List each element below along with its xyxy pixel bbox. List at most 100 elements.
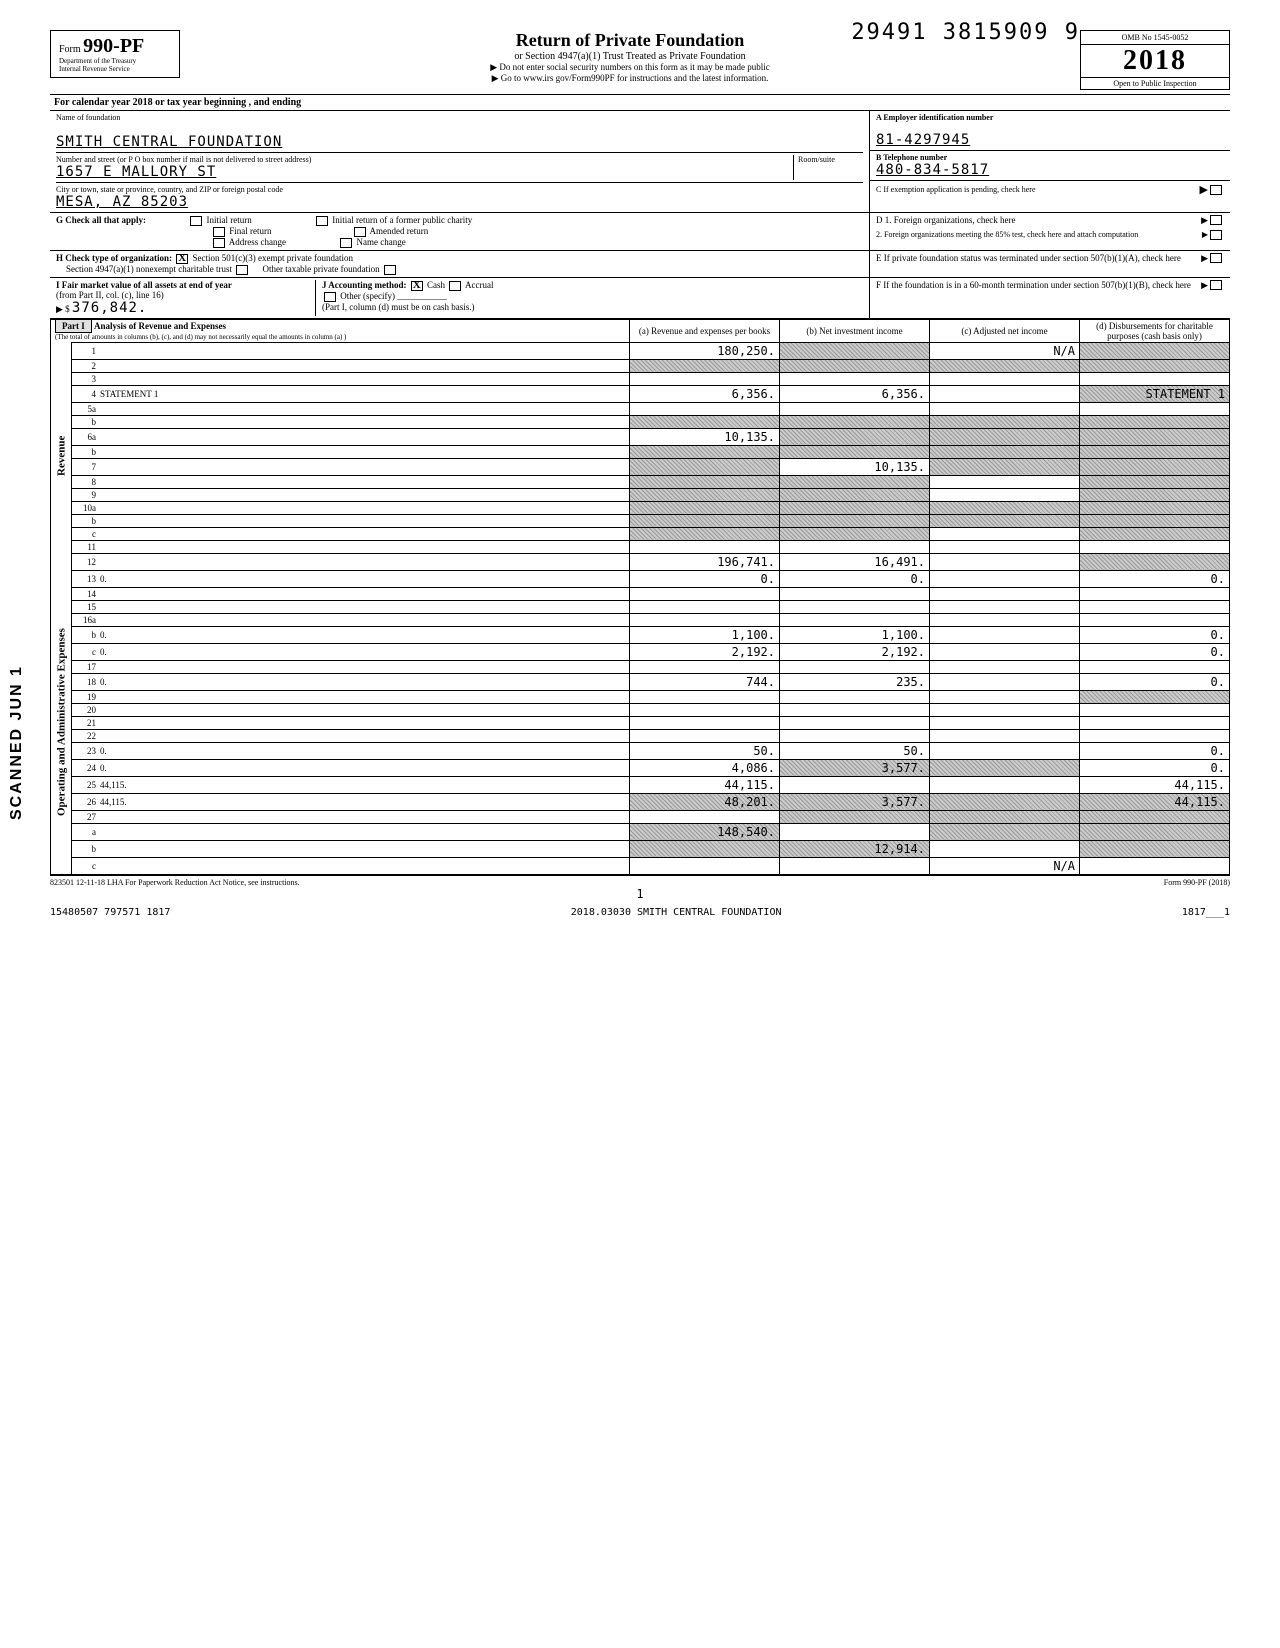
dept-line-2: Internal Revenue Service [59,66,171,74]
cell-b [780,716,930,729]
line-description: 2544,115. [72,776,630,793]
cell-b [780,660,930,673]
cell-a [630,372,780,385]
cell-d [1080,613,1230,626]
cell-c [930,514,1080,527]
i-sub: (from Part II, col. (c), line 16) [56,290,164,300]
d2-label: 2. Foreign organizations meeting the 85%… [876,230,1202,240]
cell-c [930,716,1080,729]
cell-a [630,540,780,553]
phone-value: 480-834-5817 [876,162,1224,178]
cell-c [930,527,1080,540]
cell-a: 50. [630,742,780,759]
cell-b: 10,135. [780,458,930,475]
exemption-pending-label: C If exemption application is pending, c… [876,185,1200,194]
cell-a [630,840,780,857]
table-row: 2544,115.44,115.44,115. [51,776,1230,793]
cell-c [930,759,1080,776]
line-description: 180. [72,673,630,690]
footer-right: 1817___1 [1182,907,1230,918]
g-opt-2: Address change [229,237,286,247]
f-label: F If the foundation is in a 60-month ter… [876,280,1201,316]
line-description: 8 [72,475,630,488]
line-description: a [72,823,630,840]
cell-a [630,501,780,514]
j-cash-checkbox[interactable] [411,281,423,291]
cell-a: 44,115. [630,776,780,793]
cell-b [780,342,930,359]
j-other-checkbox[interactable] [324,292,336,302]
col-a-header: (a) Revenue and expenses per books [630,319,780,342]
g-initial-return-checkbox[interactable] [190,216,202,226]
page-number: 1 [50,887,1230,901]
footer-left: 15480507 797571 1817 [50,907,170,918]
h-4947-checkbox[interactable] [236,265,248,275]
line-description: 1 [72,342,630,359]
cell-b: 2,192. [780,643,930,660]
table-row: 11 [51,540,1230,553]
cell-c [930,703,1080,716]
g-amended-checkbox[interactable] [354,227,366,237]
cell-a: 148,540. [630,823,780,840]
line-description: 230. [72,742,630,759]
table-row: 230.50.50.0. [51,742,1230,759]
cell-d [1080,428,1230,445]
cell-b [780,810,930,823]
cell-d [1080,857,1230,874]
calendar-year-line: For calendar year 2018 or tax year begin… [50,94,1230,111]
lha-notice: 823501 12-11-18 LHA For Paperwork Reduct… [50,878,300,887]
exemption-checkbox[interactable] [1210,185,1222,195]
cell-a [630,488,780,501]
table-row: 19 [51,690,1230,703]
cell-a [630,716,780,729]
cell-b: 50. [780,742,930,759]
g-final-return-checkbox[interactable] [213,227,225,237]
cell-a [630,690,780,703]
table-row: 14 [51,587,1230,600]
f-checkbox[interactable] [1210,280,1222,290]
subtitle: or Section 4947(a)(1) Trust Treated as P… [190,51,1070,62]
h-501c3-checkbox[interactable] [176,254,188,264]
h-opt2: Section 4947(a)(1) nonexempt charitable … [66,264,232,274]
e-checkbox[interactable] [1210,253,1222,263]
d1-checkbox[interactable] [1210,215,1222,225]
cell-c [930,359,1080,372]
table-row: 22 [51,729,1230,742]
tax-year: 2018 [1081,45,1229,77]
g-name-change-checkbox[interactable] [340,238,352,248]
table-row: a148,540. [51,823,1230,840]
cell-b [780,501,930,514]
cell-d: 0. [1080,643,1230,660]
cell-a: 48,201. [630,793,780,810]
line-description: b0. [72,626,630,643]
footer-row: 15480507 797571 1817 2018.03030 SMITH CE… [50,907,1230,918]
cell-d [1080,415,1230,428]
g-former-charity-checkbox[interactable] [316,216,328,226]
table-row: Revenue1180,250.N/A [51,342,1230,359]
table-row: 16a [51,613,1230,626]
cell-a [630,703,780,716]
line-description: 5a [72,402,630,415]
city-label: City or town, state or province, country… [56,185,863,194]
cell-d [1080,690,1230,703]
table-row: 710,135. [51,458,1230,475]
d2-checkbox[interactable] [1210,230,1222,240]
h-other-checkbox[interactable] [384,265,396,275]
bottom-line: 823501 12-11-18 LHA For Paperwork Reduct… [50,875,1230,887]
cell-d [1080,587,1230,600]
scanned-stamp: SCANNED JUN 1 [8,665,26,820]
i-value: 376,842. [72,300,147,316]
row-i-j-f: I Fair market value of all assets at end… [50,278,1230,319]
table-row: 10a [51,501,1230,514]
g-address-change-checkbox[interactable] [213,238,225,248]
form-box: Form 990-PF Department of the Treasury I… [50,30,180,78]
cell-c [930,428,1080,445]
j-cash: Cash [427,280,445,290]
cell-a [630,810,780,823]
j-accrual-checkbox[interactable] [449,281,461,291]
cell-b [780,600,930,613]
part1-header: Part I [55,319,92,333]
cell-a [630,402,780,415]
cell-d [1080,514,1230,527]
table-row: 27 [51,810,1230,823]
